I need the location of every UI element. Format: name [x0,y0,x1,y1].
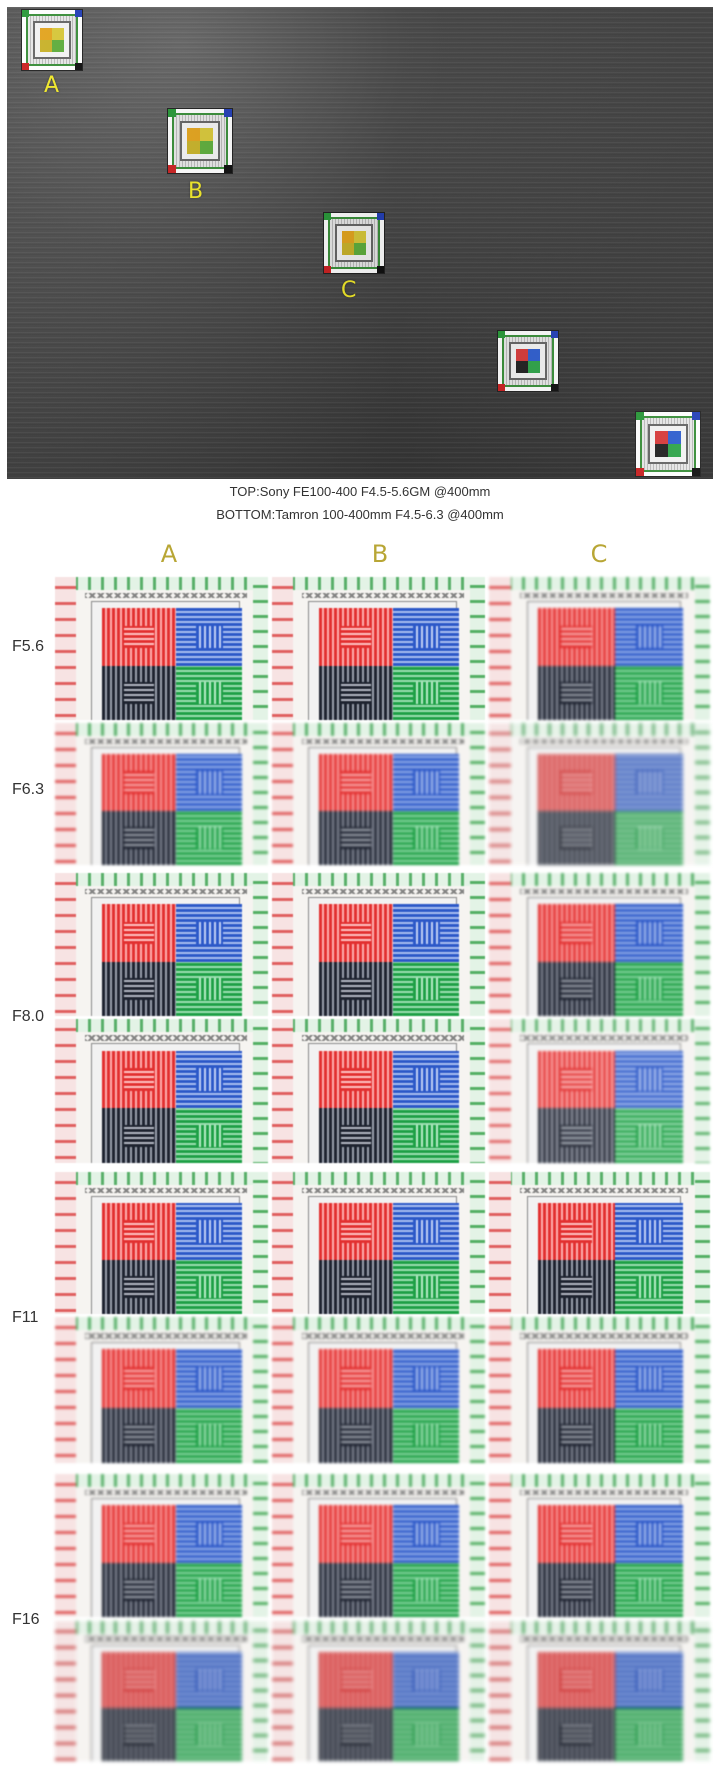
crop-f8-0-top-a [55,873,268,1016]
overview-label-b: B [188,179,204,204]
crop-f11-bottom-a [55,1317,268,1463]
crop-f16-bottom-a [55,1621,268,1761]
crop-f11-bottom-b [272,1317,485,1463]
crop-f6-3-a [55,723,268,865]
crop-f5-6-b [272,577,485,720]
row-label-f16: F16 [12,1611,40,1628]
caption-bottom-lens: BOTTOM:Tamron 100-400mm F4.5-6.3 @400mm [216,507,504,522]
column-header-c: C [590,540,608,568]
chart-target-a [21,9,83,71]
overview-label-c: C [341,278,357,303]
column-header-b: B [371,540,389,568]
crop-f8-0-bottom-a [55,1019,268,1163]
crop-f16-top-a [55,1474,268,1617]
crop-f8-0-bottom-c [489,1019,710,1163]
crop-f8-0-bottom-b [272,1019,485,1163]
crop-f6-3-b [272,723,485,865]
crop-f16-bottom-c [489,1621,710,1761]
crop-f11-top-a [55,1172,268,1314]
crop-f8-0-top-c [489,873,710,1016]
row-label-f5-6: F5.6 [12,638,45,655]
crop-f5-6-a [55,577,268,720]
crop-f16-bottom-b [272,1621,485,1761]
crop-f11-bottom-c [489,1317,710,1463]
chart-target-d [497,330,559,392]
row-label-f6-3: F6.3 [12,781,45,798]
crop-f6-3-c [489,723,710,865]
crop-f8-0-top-b [272,873,485,1016]
chart-target-e [635,411,701,477]
overview-photo: A B C [7,7,713,479]
column-header-a: A [160,540,178,568]
crop-f16-top-b [272,1474,485,1617]
chart-target-b [167,108,233,174]
crop-f5-6-c [489,577,710,720]
caption-top-lens: TOP:Sony FE100-400 F4.5-5.6GM @400mm [229,484,491,499]
crop-f16-top-c [489,1474,710,1617]
row-label-f11: F11 [12,1309,39,1326]
chart-target-c [323,212,385,274]
overview-label-a: A [44,73,60,98]
row-label-f8-0: F8.0 [12,1008,45,1025]
crop-f11-top-b [272,1172,485,1314]
crop-f11-top-c [489,1172,710,1314]
